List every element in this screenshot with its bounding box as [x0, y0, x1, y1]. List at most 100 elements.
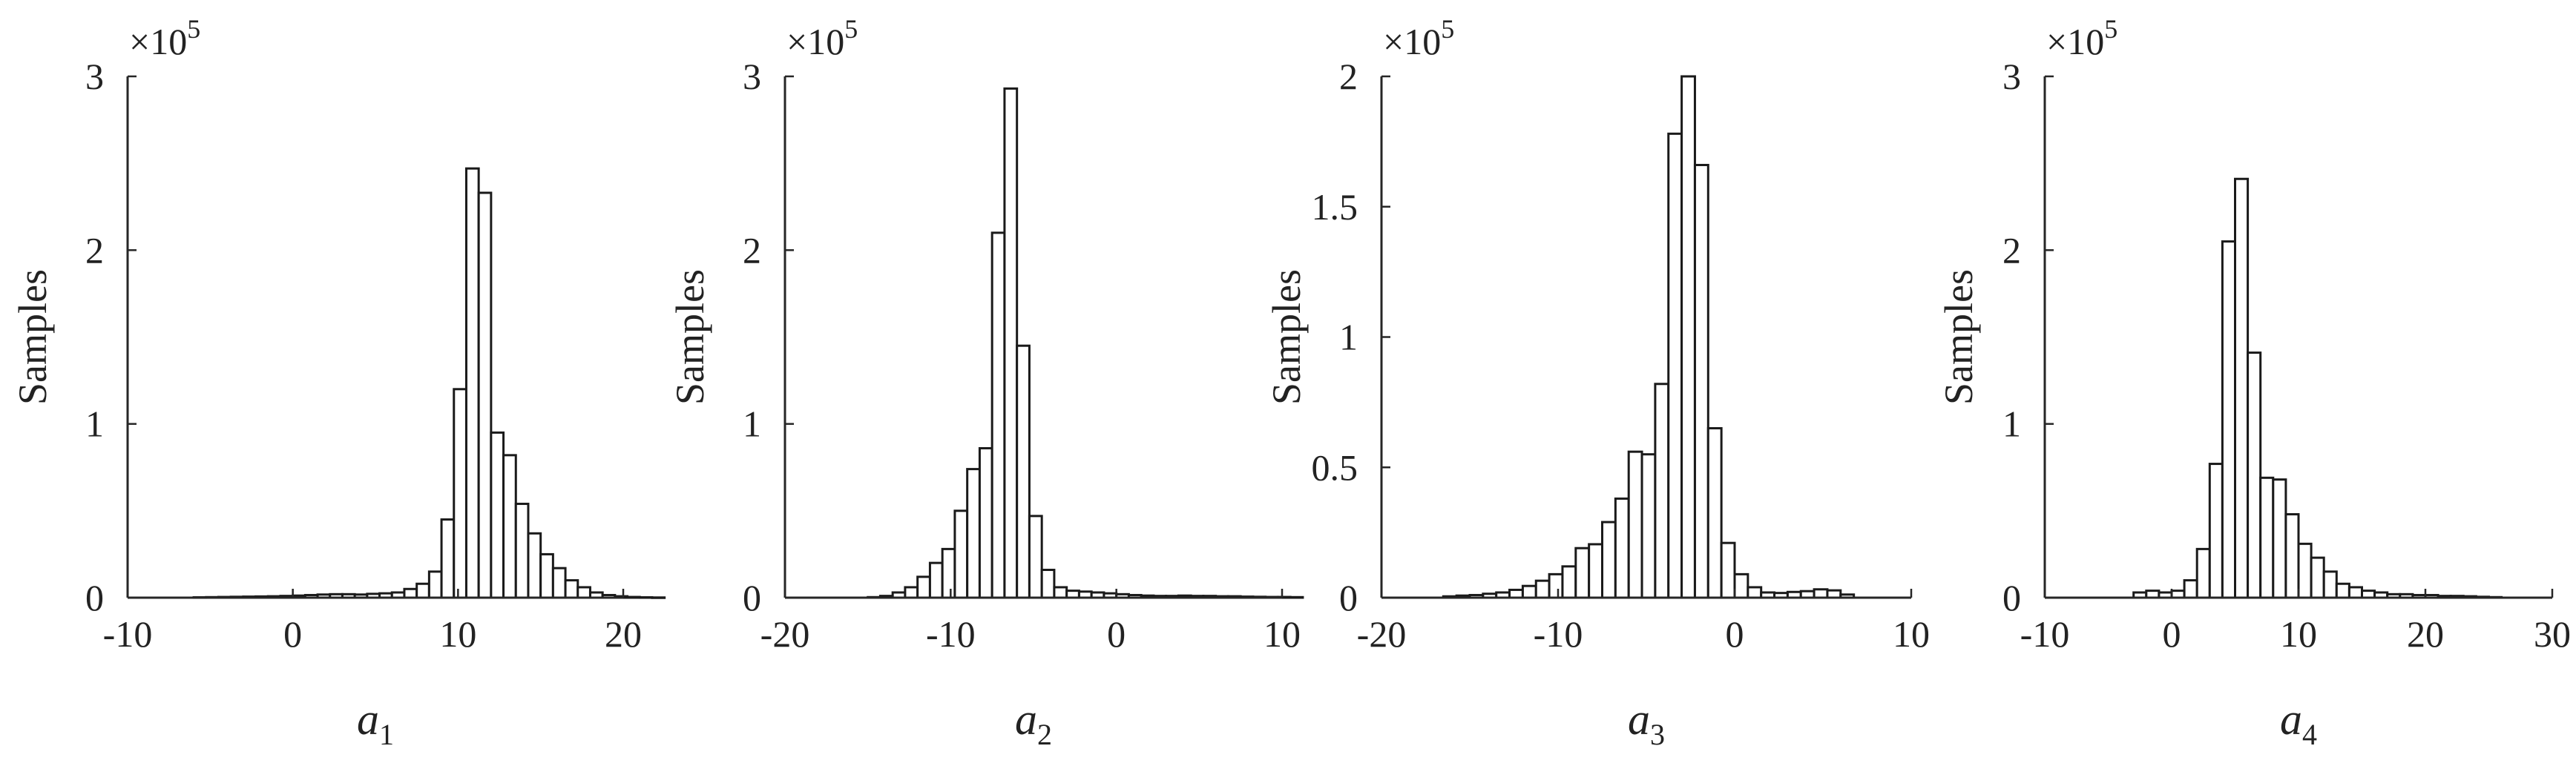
x-tick-label: 0 — [2163, 613, 2181, 655]
histogram-bar — [1667, 132, 1683, 599]
x-tick-label: 0 — [1726, 613, 1744, 655]
histogram-bar — [2310, 556, 2325, 599]
histogram-bar — [1574, 547, 1591, 599]
histogram-bar — [1627, 450, 1643, 599]
y-axis-label: Samples — [1264, 269, 1309, 405]
histogram-bar — [440, 518, 456, 599]
y-tick-label: 3 — [743, 56, 761, 97]
x-axis-label: a2 — [1015, 695, 1052, 751]
histogram-bar — [2234, 177, 2250, 599]
x-tick-label: -10 — [926, 613, 976, 655]
histogram-bar — [928, 561, 944, 599]
histogram-bar — [1640, 453, 1657, 599]
histogram-bar — [990, 231, 1006, 599]
y-multiplier: ×105 — [1383, 14, 1454, 62]
histogram-bar — [490, 431, 505, 599]
histogram-bar — [1601, 521, 1617, 599]
y-tick-label: 1 — [743, 403, 761, 445]
histogram-bar — [2297, 542, 2313, 599]
y-tick-label: 0.5 — [1312, 446, 1358, 488]
histogram-bar — [2208, 463, 2224, 599]
histogram-bar — [941, 547, 956, 599]
y-tick-label: 1.5 — [1312, 186, 1358, 228]
histogram-bar — [904, 586, 919, 599]
x-tick-label: 30 — [2534, 613, 2571, 655]
histogram-bar — [1016, 344, 1031, 599]
histogram-bar — [916, 575, 931, 599]
histogram-bar — [2183, 579, 2198, 599]
y-axis-label: Samples — [668, 269, 712, 405]
x-tick-label: -10 — [103, 613, 153, 655]
histogram-bar — [477, 191, 493, 599]
x-tick-label: -20 — [760, 613, 810, 655]
histogram-bar — [1040, 569, 1056, 599]
histogram-bar — [2347, 586, 2363, 599]
histogram-bar — [626, 595, 641, 599]
histogram-bar — [953, 509, 969, 599]
histogram-panel-3: -20 -10 0 10 0 0.5 1 1.5 2 ×105 Samples a3 — [1264, 14, 1930, 751]
histogram-bar — [1693, 164, 1709, 599]
y-multiplier: ×105 — [786, 14, 858, 62]
y-tick-label: 1 — [85, 403, 104, 445]
histogram-bar — [1654, 383, 1670, 599]
histogram-bar — [551, 567, 567, 599]
histogram-bar — [415, 582, 430, 599]
x-tick-label: 0 — [1107, 613, 1126, 655]
x-tick-label: -10 — [1534, 613, 1583, 655]
y-multiplier: ×105 — [129, 14, 200, 62]
x-axis-label: a1 — [357, 695, 394, 751]
y-axis-label: Samples — [10, 269, 55, 405]
histogram-bar — [1508, 588, 1524, 599]
y-tick-label: 2 — [743, 229, 761, 271]
x-tick-label: -20 — [1357, 613, 1407, 655]
histogram-bar — [564, 579, 579, 599]
histogram-bar — [2284, 513, 2300, 599]
histogram-bar — [576, 586, 591, 599]
histogram-bar — [1003, 87, 1019, 599]
x-axis-label: a3 — [1628, 695, 1665, 751]
histogram-bar — [527, 532, 542, 599]
histogram-bar — [1614, 497, 1630, 599]
histogram-bar — [1733, 572, 1749, 599]
y-tick-label: 1 — [1339, 317, 1358, 358]
y-tick-label: 0 — [1339, 577, 1358, 618]
y-tick-label: 3 — [2002, 56, 2021, 97]
y-tick-label: 2 — [85, 229, 104, 271]
x-tick-label: 20 — [2407, 613, 2444, 655]
histogram-bar — [514, 502, 530, 599]
histogram-bar — [2195, 547, 2211, 599]
histogram-bar — [1561, 565, 1577, 599]
histogram-bar — [1053, 586, 1068, 599]
histogram-bar — [1588, 543, 1603, 599]
histogram-bar — [978, 446, 993, 599]
x-tick-label: 20 — [605, 613, 642, 655]
y-tick-label: 2 — [1339, 56, 1358, 97]
histogram-bar — [2259, 476, 2275, 599]
histogram-bar — [2322, 570, 2338, 599]
histogram-bar — [1680, 75, 1696, 599]
y-tick-label: 0 — [2002, 577, 2021, 618]
y-axis-label: Samples — [1936, 269, 1981, 405]
histogram-bar — [1289, 595, 1304, 599]
x-tick-label: 10 — [1893, 613, 1930, 655]
histogram-bar — [1720, 541, 1736, 599]
x-tick-label: 10 — [439, 613, 476, 655]
y-multiplier: ×105 — [2046, 14, 2117, 62]
histogram-bar — [502, 454, 517, 599]
x-axis-label: a4 — [2280, 695, 2317, 751]
histogram-bar — [453, 388, 467, 599]
histogram-bar — [403, 587, 418, 599]
x-tick-label: 0 — [283, 613, 302, 655]
x-tick-label: 10 — [1264, 613, 1301, 655]
histogram-bar — [1747, 586, 1763, 599]
y-tick-label: 2 — [2002, 229, 2021, 271]
histogram-bar — [2272, 478, 2287, 599]
histogram-bar — [2335, 582, 2350, 599]
histogram-bar — [1813, 588, 1829, 599]
histogram-bar — [464, 167, 480, 599]
histogram-bar — [1548, 572, 1564, 599]
histogram-bar — [427, 570, 443, 599]
